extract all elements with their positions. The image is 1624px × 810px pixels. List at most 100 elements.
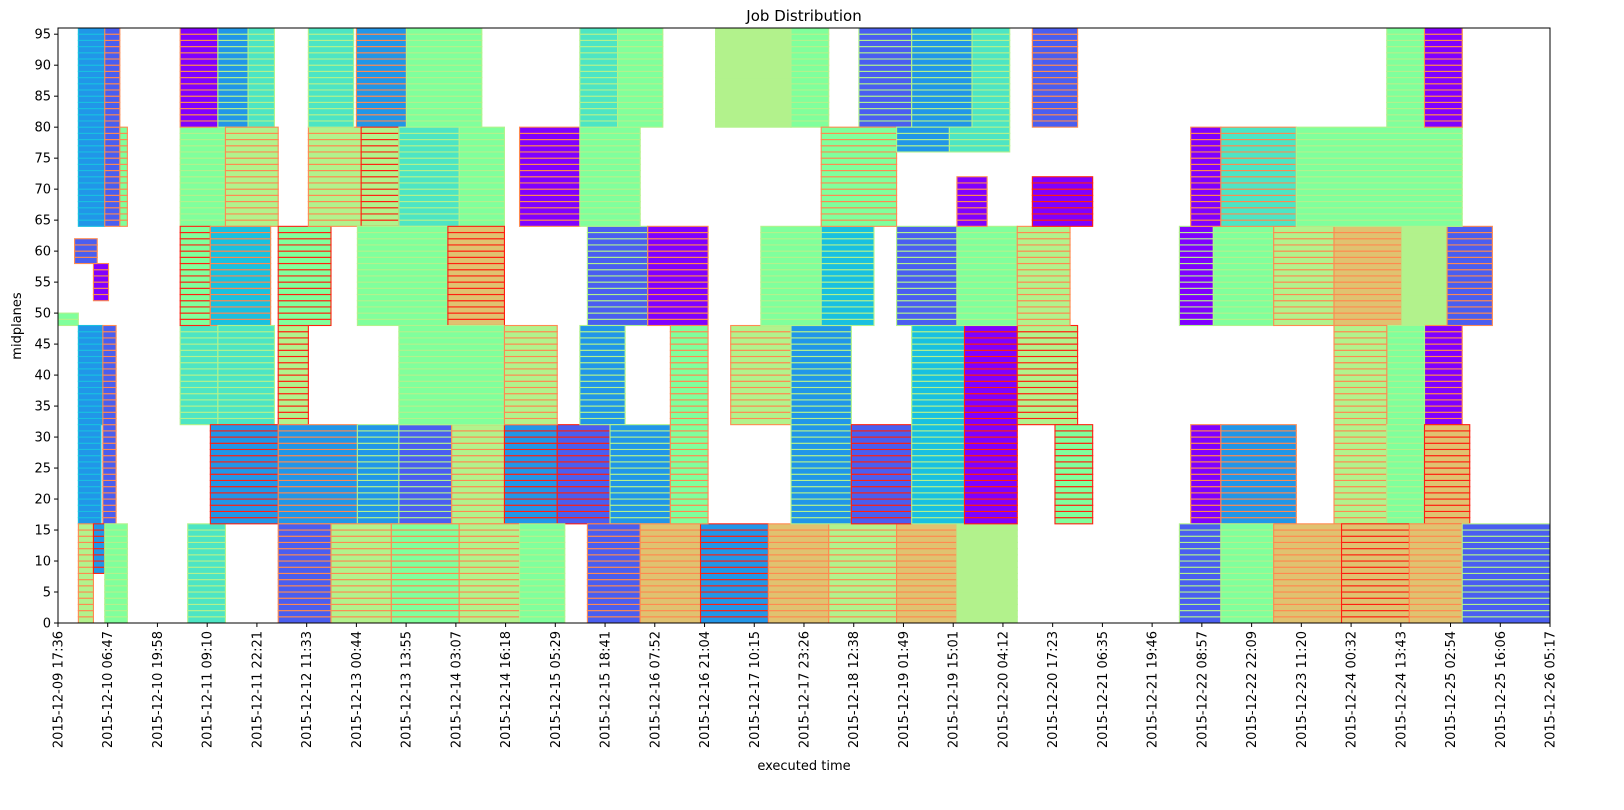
job-midplane-strip <box>911 368 966 376</box>
job-midplane-strip <box>1016 331 1079 339</box>
job-midplane-strip <box>1333 287 1403 296</box>
job-midplane-strip <box>669 331 709 339</box>
job-midplane-strip <box>277 324 309 333</box>
job-midplane-strip <box>503 504 558 512</box>
job-midplane-strip <box>307 182 362 190</box>
job-midplane-strip <box>179 70 219 79</box>
job-midplane-strip <box>1190 182 1222 190</box>
job-block <box>1423 324 1463 426</box>
job-midplane-strip <box>390 548 460 556</box>
job-midplane-strip <box>224 145 279 153</box>
job-midplane-strip <box>1446 306 1493 314</box>
job-midplane-strip <box>1423 467 1471 475</box>
job-block <box>1340 523 1410 623</box>
job-midplane-strip <box>1295 219 1463 227</box>
job-midplane-strip <box>1016 380 1079 389</box>
job-midplane-strip <box>911 39 973 48</box>
job-midplane-strip <box>579 64 619 72</box>
job-midplane-strip <box>247 108 275 116</box>
job-midplane-strip <box>458 535 521 543</box>
job-midplane-strip <box>579 188 641 196</box>
job-midplane-strip <box>277 566 332 574</box>
job-midplane-strip <box>956 225 1018 234</box>
job-midplane-strip <box>1220 579 1275 587</box>
job-midplane-strip <box>586 256 649 265</box>
job-midplane-strip <box>277 256 332 265</box>
x-tick-label: 2015-12-18 12:38 <box>847 631 862 748</box>
job-midplane-strip <box>398 132 460 141</box>
job-midplane-strip <box>715 101 792 110</box>
job-midplane-strip <box>518 163 581 172</box>
job-midplane-strip <box>767 554 830 562</box>
job-midplane-strip <box>1446 225 1493 234</box>
job-midplane-strip <box>760 306 822 314</box>
job-midplane-strip <box>790 324 852 333</box>
job-midplane-strip <box>330 597 392 605</box>
job-midplane-strip <box>767 541 830 550</box>
job-midplane-strip <box>1178 256 1214 265</box>
job-midplane-strip <box>217 405 275 413</box>
job-midplane-strip <box>956 213 988 221</box>
job-block <box>911 28 973 128</box>
job-midplane-strip <box>77 219 106 227</box>
job-midplane-strip <box>896 269 958 277</box>
job-midplane-strip <box>828 535 898 543</box>
job-midplane-strip <box>820 231 875 240</box>
job-midplane-strip <box>503 362 558 370</box>
job-midplane-strip <box>760 312 822 320</box>
job-midplane-strip <box>586 585 641 593</box>
job-midplane-strip <box>956 318 1018 327</box>
job-midplane-strip <box>1273 616 1343 623</box>
job-midplane-strip <box>579 368 626 376</box>
job-midplane-strip <box>92 548 106 556</box>
job-midplane-strip <box>858 70 913 79</box>
job-midplane-strip <box>1423 28 1463 35</box>
job-midplane-strip <box>77 170 106 178</box>
job-midplane-strip <box>179 219 226 227</box>
job-midplane-strip <box>1016 374 1079 382</box>
job-midplane-strip <box>1016 281 1071 289</box>
job-midplane-strip <box>77 461 102 469</box>
job-midplane-strip <box>77 151 106 159</box>
job-midplane-strip <box>1401 287 1448 296</box>
job-midplane-strip <box>77 139 106 147</box>
job-midplane-strip <box>77 362 104 370</box>
job-midplane-strip <box>956 523 1018 531</box>
job-midplane-strip <box>1178 318 1214 327</box>
job-midplane-strip <box>556 436 611 444</box>
job-midplane-strip <box>850 461 913 469</box>
job-midplane-strip <box>179 250 211 258</box>
job-midplane-strip <box>356 225 449 234</box>
job-midplane-strip <box>760 287 822 296</box>
job-midplane-strip <box>963 442 1018 451</box>
job-midplane-strip <box>1016 306 1071 314</box>
job-midplane-strip <box>669 411 709 420</box>
job-midplane-strip <box>1386 436 1426 444</box>
job-midplane-strip <box>639 566 702 574</box>
job-midplane-strip <box>1333 374 1388 382</box>
job-block <box>1178 523 1222 623</box>
job-midplane-strip <box>1446 269 1493 277</box>
x-tick-label: 2015-12-13 00:44 <box>350 631 365 748</box>
job-midplane-strip <box>277 275 332 283</box>
job-midplane-strip <box>179 293 211 302</box>
job-midplane-strip <box>1054 486 1094 494</box>
job-midplane-strip <box>1408 523 1463 531</box>
job-midplane-strip <box>277 312 332 320</box>
job-midplane-strip <box>179 120 219 128</box>
job-midplane-strip <box>1295 157 1463 165</box>
job-midplane-strip <box>447 293 505 302</box>
job-midplane-strip <box>217 331 275 339</box>
job-midplane-strip <box>956 579 1018 587</box>
job-block <box>330 523 392 623</box>
job-midplane-strip <box>451 455 505 463</box>
job-midplane-strip <box>179 262 211 271</box>
job-block <box>956 225 1018 327</box>
x-tick-label: 2015-12-15 05:29 <box>549 631 564 748</box>
job-midplane-strip <box>217 349 275 358</box>
job-midplane-strip <box>1016 300 1071 308</box>
job-midplane-strip <box>224 132 279 141</box>
job-midplane-strip <box>398 126 460 134</box>
job-midplane-strip <box>1408 548 1463 556</box>
job-midplane-strip <box>209 225 272 234</box>
